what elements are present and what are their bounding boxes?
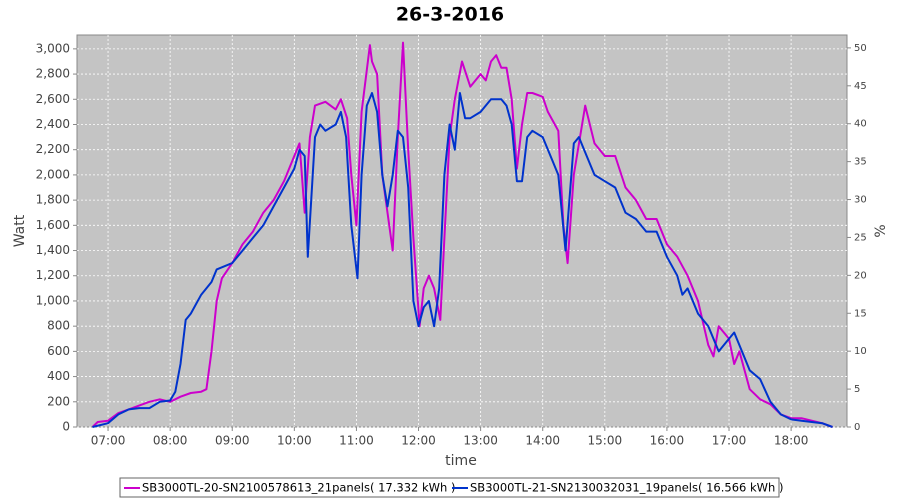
legend [119,477,780,498]
y-tick-label: 600 [47,344,70,358]
y-tick-label: 1,200 [36,268,70,282]
series-line [92,92,833,428]
y-tick-label: 1,400 [36,243,70,257]
chart-title: 26-3-2016 [396,4,504,26]
y2-tick-label: 5 [854,384,860,395]
y2-tick-label: 30 [854,195,867,206]
x-tick-label: 09:00 [215,434,250,448]
y-tick-label: 1,000 [36,293,70,307]
y-tick-label: 3,000 [36,41,70,55]
y2-tick-label: 35 [854,157,867,168]
y2-tick-label: 15 [854,308,867,319]
y-axis-label: Watt [12,214,28,247]
legend-label: SB3000TL-20-SN2100578613_21panels( 17.33… [142,481,455,495]
x-tick-label: 15:00 [588,434,623,448]
x-tick-label: 12:00 [401,434,436,448]
x-tick-label: 08:00 [153,434,188,448]
x-tick-label: 11:00 [339,434,374,448]
x-tick-label: 16:00 [650,434,685,448]
x-axis-label: time [445,453,477,469]
y2-tick-label: 40 [854,119,867,130]
y-tick-label: 1,800 [36,193,70,207]
x-tick-label: 18:00 [774,434,809,448]
x-tick-label: 13:00 [463,434,498,448]
y2-tick-label: 45 [854,81,867,92]
y-tick-label: 0 [62,420,70,434]
y-tick-label: 1,600 [36,218,70,232]
y2-axis-label: % [873,224,889,237]
x-tick-label: 07:00 [91,434,126,448]
x-tick-label: 14:00 [525,434,560,448]
y-tick-label: 2,200 [36,142,70,156]
y2-tick-label: 10 [854,346,867,357]
y-tick-label: 2,400 [36,117,70,131]
y-tick-label: 2,000 [36,167,70,181]
y2-tick-label: 20 [854,270,867,281]
y2-tick-label: 50 [854,43,867,54]
y2-tick-label: 25 [854,232,867,243]
y-tick-label: 800 [47,319,70,333]
plot-area [76,34,848,428]
y2-tick-label: 0 [854,422,860,433]
y-tick-label: 200 [47,394,70,408]
y-tick-label: 2,600 [36,92,70,106]
x-tick-label: 17:00 [712,434,747,448]
legend-label: SB3000TL-21-SN2130032031_19panels( 16.56… [470,481,783,495]
x-tick-label: 10:00 [277,434,312,448]
y-tick-label: 2,800 [36,67,70,81]
y-tick-label: 400 [47,369,70,383]
